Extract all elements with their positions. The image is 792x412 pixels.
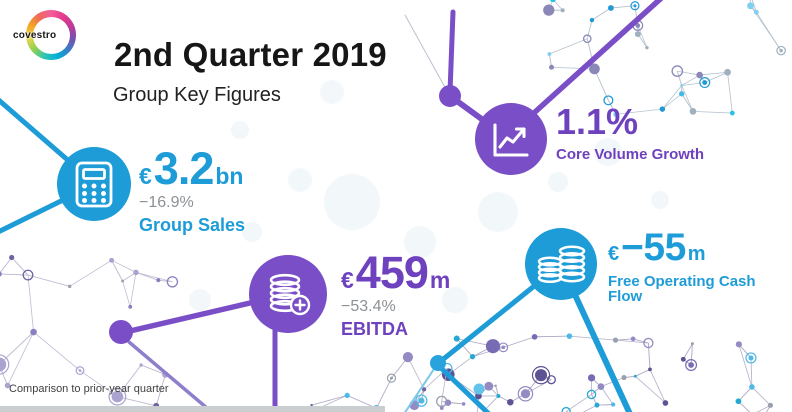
network-node	[430, 355, 446, 371]
metric-value: € 459 m	[341, 247, 451, 298]
network-node	[473, 383, 485, 395]
covestro-logo: covestro	[13, 10, 76, 60]
calculator-icon	[75, 161, 113, 208]
metric-value: € 3.2 bn	[139, 143, 244, 194]
metric-circle-ebitda	[249, 255, 327, 333]
metric-free-operating-cash-flow: € −55 m Free Operating Cash Flow	[608, 228, 792, 304]
metric-circle-core-volume-growth	[475, 103, 547, 175]
metric-core-volume-growth: 1.1% Core Volume Growth	[556, 101, 705, 163]
page-title: 2nd Quarter 2019	[114, 36, 387, 73]
metric-value: 1.1%	[556, 101, 639, 142]
metric-change: −53.4%	[341, 298, 396, 315]
metric-group-sales: € 3.2 bn −16.9% Group Sales	[139, 146, 245, 234]
line-chart-icon	[493, 123, 529, 157]
page-subtitle: Group Key Figures	[113, 84, 281, 106]
metric-value: € −55 m	[608, 226, 706, 269]
footnote: Comparison to prior-year quarter	[9, 383, 169, 395]
metric-circle-free-operating-cash-flow	[525, 228, 597, 300]
currency-symbol: €	[608, 243, 620, 265]
metric-label: Group Sales	[139, 215, 246, 235]
coin-stacks-icon	[537, 245, 586, 284]
metric-label: EBITDA	[341, 319, 408, 339]
metric-circle-group-sales	[57, 147, 131, 221]
network-node	[109, 320, 133, 344]
metric-label: Free Operating Cash Flow	[608, 273, 756, 305]
bottom-gray-bar	[0, 406, 385, 412]
coins-plus-icon	[269, 273, 311, 316]
metric-ebitda: € 459 m −53.4% EBITDA	[341, 250, 450, 338]
metric-change: −16.9%	[139, 194, 194, 211]
metric-label: Core Volume Growth	[556, 146, 705, 163]
currency-symbol: €	[341, 267, 354, 293]
network-node	[439, 85, 461, 107]
logo-wordmark: covestro	[13, 30, 57, 41]
currency-symbol: €	[139, 163, 152, 189]
